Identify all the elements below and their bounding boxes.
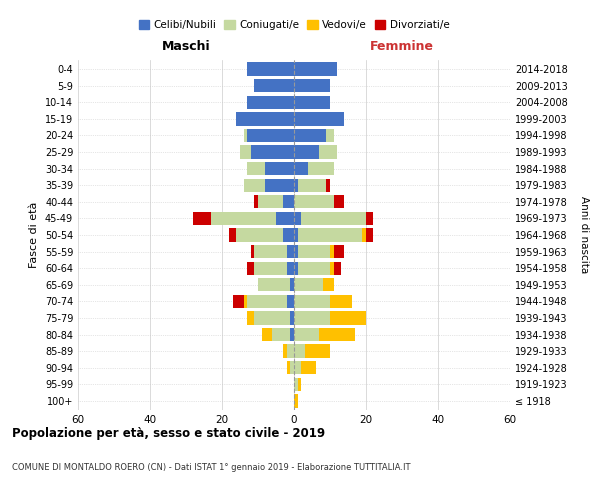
Bar bbox=[294, 195, 334, 208]
Bar bbox=[298, 178, 326, 192]
Bar bbox=[294, 344, 305, 358]
Bar bbox=[254, 312, 290, 324]
Bar bbox=[366, 228, 373, 241]
Bar bbox=[233, 294, 244, 308]
Bar bbox=[334, 195, 344, 208]
Text: COMUNE DI MONTALDO ROERO (CN) - Dati ISTAT 1° gennaio 2019 - Elaborazione TUTTIT: COMUNE DI MONTALDO ROERO (CN) - Dati IST… bbox=[12, 462, 410, 471]
Bar bbox=[294, 228, 298, 241]
Bar bbox=[287, 245, 294, 258]
Bar bbox=[294, 262, 298, 275]
Bar bbox=[294, 294, 330, 308]
Bar bbox=[236, 228, 283, 241]
Bar bbox=[334, 245, 344, 258]
Bar bbox=[308, 162, 334, 175]
Bar bbox=[330, 262, 334, 275]
Bar bbox=[294, 312, 330, 324]
Bar bbox=[319, 328, 355, 341]
Bar bbox=[298, 378, 301, 391]
Bar bbox=[247, 312, 254, 324]
Bar bbox=[258, 278, 290, 291]
Bar bbox=[251, 245, 254, 258]
Bar bbox=[247, 162, 265, 175]
Bar bbox=[247, 129, 294, 142]
Text: Maschi: Maschi bbox=[161, 40, 211, 53]
Bar bbox=[330, 312, 366, 324]
Bar bbox=[236, 112, 294, 126]
Bar bbox=[247, 96, 294, 109]
Bar bbox=[319, 146, 337, 158]
Bar bbox=[244, 178, 265, 192]
Bar bbox=[294, 394, 298, 407]
Bar bbox=[294, 62, 337, 76]
Bar bbox=[366, 212, 373, 225]
Bar bbox=[305, 344, 330, 358]
Bar bbox=[272, 328, 290, 341]
Bar bbox=[294, 378, 298, 391]
Bar bbox=[290, 278, 294, 291]
Bar bbox=[287, 294, 294, 308]
Bar bbox=[211, 212, 276, 225]
Bar bbox=[287, 262, 294, 275]
Bar bbox=[294, 178, 298, 192]
Bar bbox=[254, 79, 294, 92]
Bar bbox=[294, 96, 330, 109]
Bar bbox=[323, 278, 334, 291]
Bar bbox=[254, 262, 287, 275]
Bar bbox=[254, 245, 287, 258]
Bar bbox=[294, 328, 319, 341]
Bar bbox=[294, 162, 308, 175]
Bar bbox=[244, 294, 247, 308]
Bar bbox=[294, 245, 298, 258]
Bar bbox=[244, 129, 247, 142]
Bar bbox=[326, 178, 330, 192]
Bar bbox=[298, 262, 330, 275]
Bar bbox=[294, 212, 301, 225]
Bar bbox=[247, 294, 287, 308]
Bar bbox=[240, 146, 251, 158]
Bar bbox=[265, 162, 294, 175]
Bar bbox=[290, 361, 294, 374]
Bar bbox=[287, 344, 294, 358]
Bar bbox=[294, 129, 326, 142]
Bar bbox=[326, 129, 334, 142]
Bar bbox=[283, 195, 294, 208]
Bar bbox=[294, 278, 323, 291]
Bar bbox=[301, 361, 316, 374]
Bar bbox=[193, 212, 211, 225]
Bar bbox=[301, 212, 366, 225]
Bar bbox=[247, 62, 294, 76]
Bar bbox=[251, 146, 294, 158]
Bar bbox=[330, 245, 334, 258]
Bar bbox=[258, 195, 283, 208]
Bar bbox=[290, 328, 294, 341]
Bar bbox=[265, 178, 294, 192]
Legend: Celibi/Nubili, Coniugati/e, Vedovi/e, Divorziati/e: Celibi/Nubili, Coniugati/e, Vedovi/e, Di… bbox=[134, 16, 454, 34]
Bar bbox=[262, 328, 272, 341]
Bar bbox=[294, 112, 344, 126]
Bar bbox=[298, 245, 330, 258]
Bar bbox=[294, 79, 330, 92]
Bar bbox=[334, 262, 341, 275]
Bar bbox=[254, 195, 258, 208]
Bar bbox=[294, 361, 301, 374]
Bar bbox=[290, 312, 294, 324]
Y-axis label: Anni di nascita: Anni di nascita bbox=[579, 196, 589, 274]
Bar bbox=[330, 294, 352, 308]
Bar bbox=[362, 228, 366, 241]
Bar bbox=[294, 146, 319, 158]
Text: Popolazione per età, sesso e stato civile - 2019: Popolazione per età, sesso e stato civil… bbox=[12, 428, 325, 440]
Bar bbox=[298, 228, 362, 241]
Bar bbox=[287, 361, 290, 374]
Bar bbox=[229, 228, 236, 241]
Bar bbox=[276, 212, 294, 225]
Text: Femmine: Femmine bbox=[370, 40, 434, 53]
Bar bbox=[247, 262, 254, 275]
Bar bbox=[283, 228, 294, 241]
Bar bbox=[283, 344, 287, 358]
Y-axis label: Fasce di età: Fasce di età bbox=[29, 202, 39, 268]
